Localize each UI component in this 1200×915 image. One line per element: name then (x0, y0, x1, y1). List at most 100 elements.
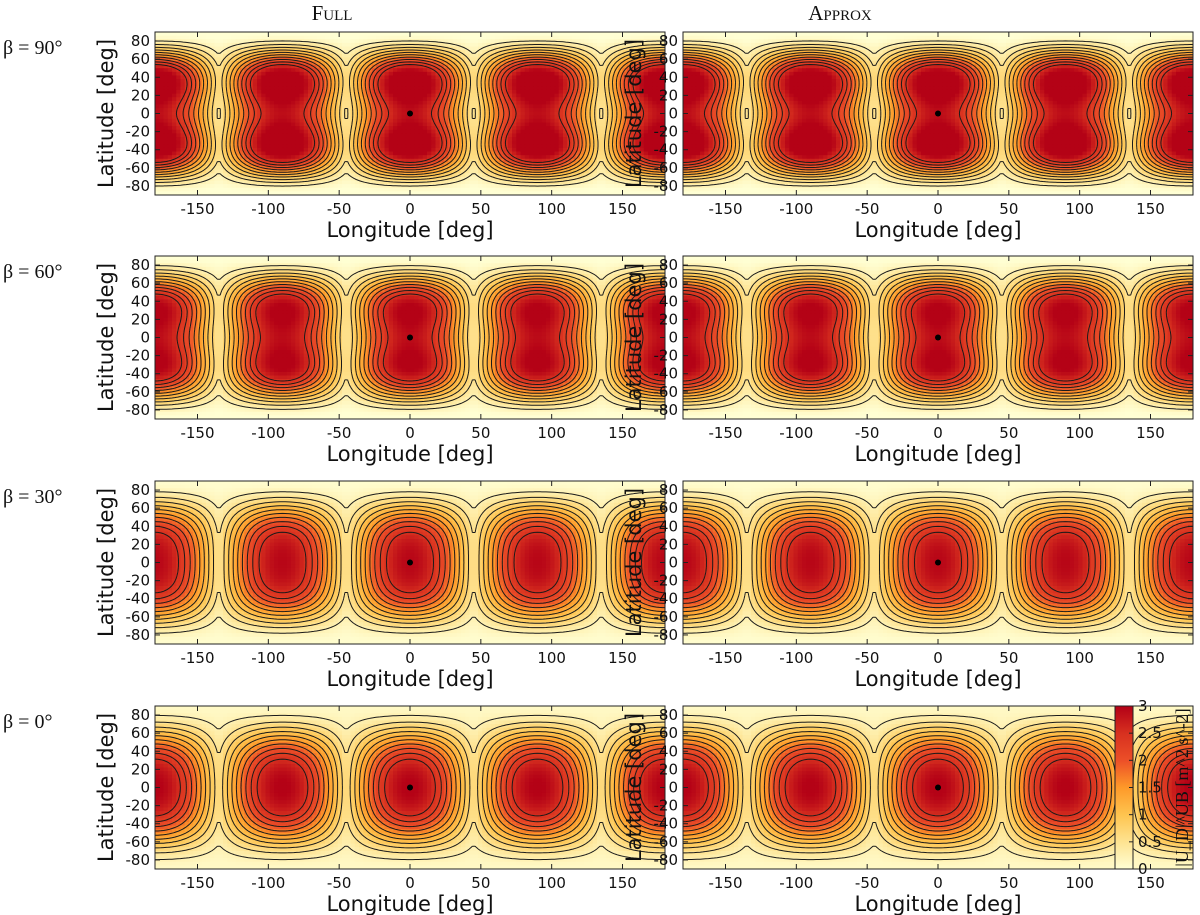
contour-level (155, 509, 665, 616)
y-axis-label: Latitude [deg] (94, 263, 118, 412)
x-tick-label: 150 (1136, 424, 1165, 442)
y-tick-label: -20 (654, 572, 679, 590)
x-tick-label: 100 (537, 200, 566, 218)
y-tick-label: 80 (131, 256, 150, 274)
contour-lines (155, 714, 665, 861)
x-tick-label: -150 (180, 874, 214, 892)
y-tick-label: -60 (126, 608, 151, 626)
x-tick-label: 50 (999, 200, 1018, 218)
x-tick-label: -100 (779, 874, 813, 892)
y-tick-label: 60 (131, 499, 150, 517)
y-tick-label: -80 (654, 177, 679, 195)
y-tick-label: -60 (654, 159, 679, 177)
y-tick-label: -40 (654, 590, 679, 608)
heatmap-cells (155, 32, 665, 195)
y-tick-label: 0 (668, 329, 678, 347)
contour-level (683, 56, 1193, 171)
contour-lines (683, 265, 1193, 410)
y-tick-label: 0 (140, 554, 150, 572)
y-tick-label: 20 (659, 310, 678, 328)
sub-point-marker (407, 110, 413, 117)
panel-approx-beta-30: -150 -100 -50 0 50 100 150806040200-20-40-60-8… (622, 480, 1194, 691)
contour-level (683, 286, 1193, 389)
y-tick-label: 80 (659, 256, 678, 274)
contour-level (683, 509, 1193, 616)
contour-level (683, 284, 1193, 391)
y-tick-label: -80 (126, 401, 151, 419)
panel-approx-beta-60: -150 -100 -50 0 50 100 150806040200-20-40-60-8… (622, 255, 1194, 466)
panel-full-beta-0: -150 -100 -50 0 50 100 150806040200-20-40-60-8… (94, 705, 666, 915)
y-tick-label: -40 (654, 365, 679, 383)
y-tick-label: 60 (131, 724, 150, 742)
x-tick-label: -100 (251, 200, 285, 218)
x-tick-label: -50 (855, 200, 880, 218)
x-tick-label: -50 (855, 874, 880, 892)
contour-level (683, 743, 1193, 832)
column-title-full: FULL (312, 1, 353, 25)
x-tick-label: -150 (180, 424, 214, 442)
contour-level (155, 290, 665, 385)
x-tick-label: 0 (405, 424, 415, 442)
contour-lines (683, 40, 1193, 187)
contour-level (683, 278, 1193, 397)
x-tick-label: -50 (327, 200, 352, 218)
contour-level (155, 516, 665, 609)
contour-level (683, 49, 1193, 178)
column-title-approx: APPROX (808, 1, 872, 25)
x-tick-label: -50 (327, 424, 352, 442)
y-tick-label: 20 (131, 760, 150, 778)
panel-full-beta-60: -150 -100 -50 0 50 100 150806040200-20-40-60-8… (94, 255, 666, 466)
sub-point-marker (407, 559, 413, 566)
contour-level (683, 491, 1193, 634)
y-tick-label: 0 (140, 779, 150, 797)
y-tick-label: 60 (131, 274, 150, 292)
contour-level (155, 64, 665, 163)
contour-level (683, 272, 1193, 403)
x-tick-label: 0 (405, 649, 415, 667)
x-tick-label: 0 (933, 424, 943, 442)
y-tick-label: 40 (659, 68, 678, 86)
contour-level (155, 505, 665, 620)
y-tick-label: -20 (654, 123, 679, 141)
x-tick-label: -100 (779, 200, 813, 218)
y-tick-label: 80 (659, 32, 678, 50)
x-tick-label: 50 (999, 424, 1018, 442)
y-tick-label: 0 (668, 554, 678, 572)
y-tick-label: -80 (654, 851, 679, 869)
sub-point-marker (935, 334, 941, 341)
x-tick-label: -150 (180, 200, 214, 218)
y-tick-label: 0 (668, 779, 678, 797)
y-tick-label: 80 (659, 481, 678, 499)
y-tick-label: -80 (654, 626, 679, 644)
contour-level (155, 752, 665, 823)
y-tick-label: 80 (131, 481, 150, 499)
contour-level (155, 531, 665, 594)
x-tick-label: 150 (608, 424, 637, 442)
y-tick-label: 60 (131, 50, 150, 68)
contour-level (155, 61, 665, 166)
x-axis-label: Longitude [deg] (854, 442, 1021, 466)
x-tick-label: 100 (1065, 649, 1094, 667)
contour-level (155, 54, 665, 173)
y-tick-label: -20 (654, 347, 679, 365)
x-tick-label: 50 (999, 874, 1018, 892)
sub-point-marker (407, 334, 413, 341)
y-tick-label: -80 (654, 401, 679, 419)
x-axis-label: Longitude [deg] (326, 442, 493, 466)
contour-level (155, 758, 665, 817)
contour-level (155, 491, 665, 634)
x-tick-label: 100 (1065, 424, 1094, 442)
y-tick-label: -20 (126, 123, 151, 141)
y-tick-label: 0 (140, 105, 150, 123)
contour-level (155, 739, 665, 836)
x-tick-label: -50 (855, 424, 880, 442)
x-tick-label: 0 (933, 200, 943, 218)
row-label-beta: β = 90° (3, 37, 62, 59)
y-tick-label: -40 (654, 141, 679, 159)
contour-level (155, 278, 665, 397)
row-label-beta: β = 60° (3, 261, 62, 283)
x-axis-label: Longitude [deg] (326, 218, 493, 242)
sub-point-marker (407, 784, 413, 791)
x-tick-label: -100 (779, 424, 813, 442)
